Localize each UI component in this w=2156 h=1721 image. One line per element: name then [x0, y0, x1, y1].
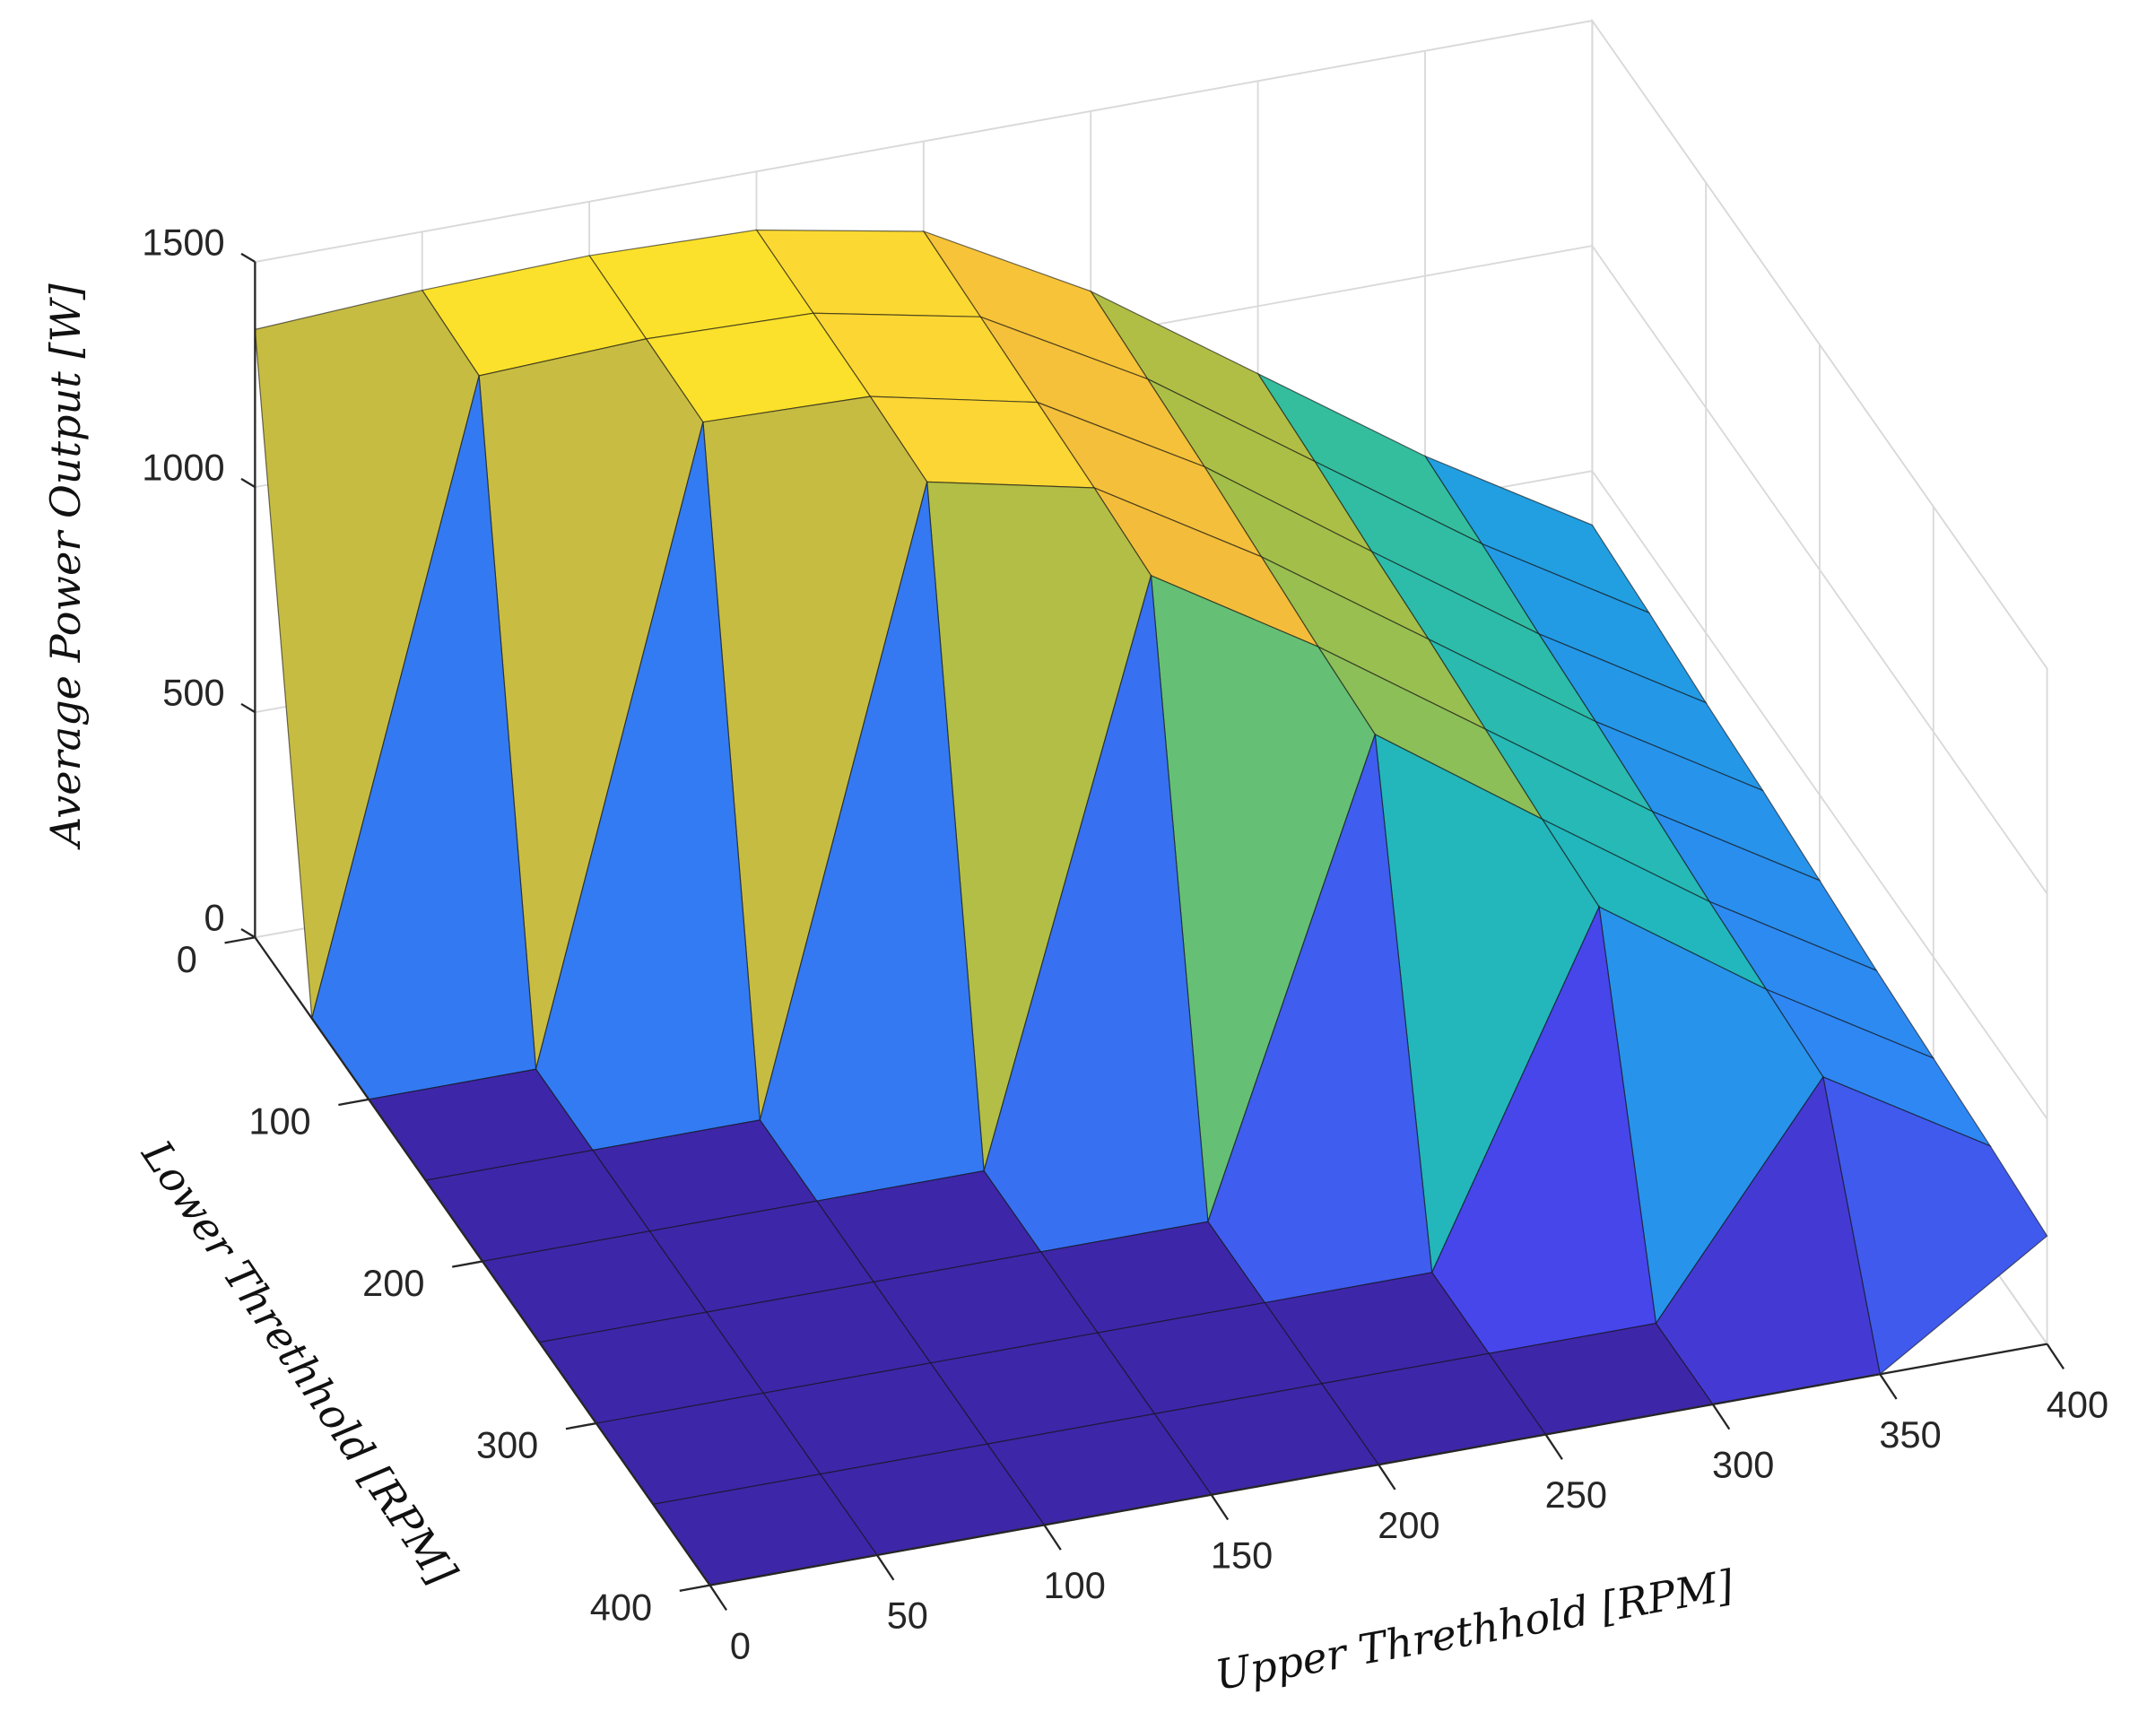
surface [254, 229, 2048, 1586]
x-tick-label: 50 [887, 1595, 928, 1637]
y-tick-label: 200 [362, 1262, 424, 1304]
z-tick-label: 500 [162, 672, 224, 714]
y-tick [679, 1584, 710, 1592]
axes: 0 500 1000 1500 0 100 200 300 400 0 50 100 150 200 250… [142, 222, 2108, 1667]
z-tick-label: 1000 [142, 447, 224, 489]
plot-area: 0 500 1000 1500 0 100 200 300 400 0 50 100 150 200 250… [41, 18, 2108, 1699]
x-tick [1378, 1464, 1396, 1491]
x-tick [1210, 1494, 1230, 1521]
x-tick-label: 300 [1712, 1444, 1774, 1486]
grid-line [255, 20, 2048, 670]
y-tick-label: 0 [177, 938, 197, 980]
x-tick [709, 1585, 728, 1611]
x-tick-label: 0 [730, 1624, 751, 1666]
x-tick [1879, 1373, 1898, 1400]
z-tick-label: 0 [204, 897, 224, 939]
x-tick [2046, 1343, 2065, 1369]
y-axis-label: Lower Threthhold [RPM] [132, 1131, 466, 1595]
y-tick-label: 100 [248, 1100, 310, 1142]
x-tick [1711, 1404, 1731, 1430]
x-tick-label: 350 [1879, 1413, 1941, 1456]
y-tick [451, 1260, 483, 1268]
z-axis-label: Average Power Output [W] [41, 282, 90, 850]
x-tick-label: 250 [1545, 1473, 1607, 1516]
z-tick [240, 477, 256, 489]
y-tick-label: 400 [590, 1586, 652, 1628]
x-tick-label: 100 [1044, 1564, 1106, 1606]
y-tick [224, 936, 256, 944]
x-axis-label: Upper Threthhold [RPM] [1212, 1560, 1738, 1699]
y-tick [338, 1098, 369, 1107]
z-tick [240, 702, 256, 714]
x-tick [876, 1554, 895, 1581]
x-tick-label: 400 [2047, 1383, 2108, 1425]
y-tick [565, 1421, 597, 1430]
x-tick [1544, 1433, 1563, 1460]
y-tick-label: 300 [476, 1424, 538, 1466]
x-tick-label: 200 [1378, 1504, 1439, 1546]
x-tick-label: 150 [1211, 1534, 1273, 1576]
x-tick [1043, 1524, 1062, 1551]
z-tick [240, 252, 256, 264]
z-tick-label: 1500 [142, 222, 224, 264]
z-tick [240, 928, 256, 939]
